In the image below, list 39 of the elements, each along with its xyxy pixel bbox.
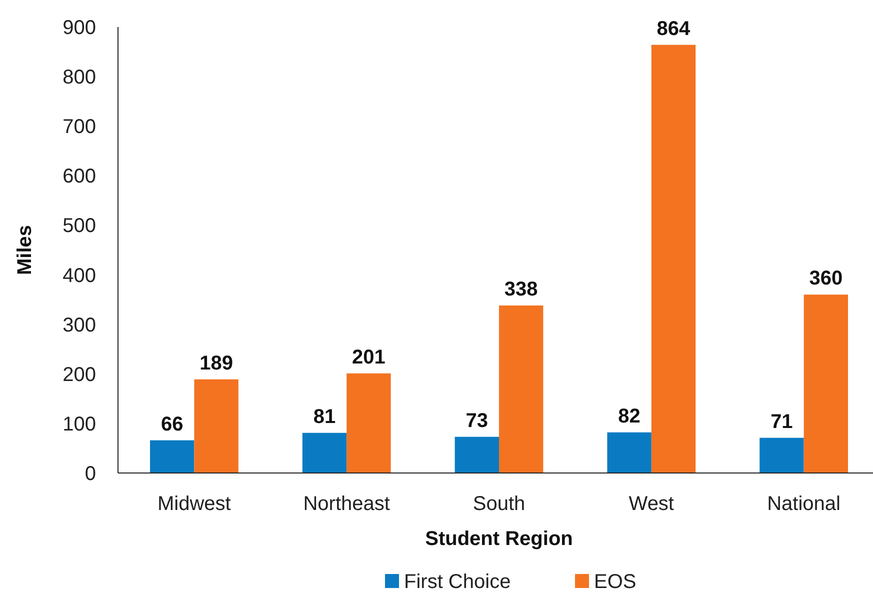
data-label: 360 [809,268,843,290]
y-tick-label: 0 [84,463,96,485]
bar [302,432,347,473]
data-label: 66 [160,413,184,436]
bar [194,379,238,473]
data-label: 864 [656,18,692,40]
x-tick-label: Northeast [303,493,390,515]
y-tick-label: 200 [62,364,96,386]
x-tick-label: West [628,493,674,515]
bar [499,306,544,473]
legend-label: First Choice [404,571,511,593]
bar [760,438,804,473]
bar [454,436,499,473]
data-label: 82 [618,405,640,428]
x-axis-title: Student Region [425,528,573,550]
y-tick-label: 400 [62,264,96,287]
data-label: 201 [352,346,386,368]
y-tick-label: 900 [62,17,96,39]
data-label: 338 [504,278,538,300]
data-label: 73 [466,410,488,432]
x-tick-label: South [472,493,526,515]
x-tick-label: National [767,493,840,515]
bar [804,294,848,473]
y-tick-label: 500 [62,215,96,238]
data-label: 71 [770,410,793,433]
legend-label: EOS [594,571,636,593]
bar [651,44,696,473]
y-tick-label: 800 [62,66,96,89]
y-tick-label: 700 [62,116,96,138]
bar [607,432,652,473]
data-label: 81 [313,406,336,428]
bar [150,440,194,473]
y-axis-title: Miles [14,224,36,276]
y-tick-label: 300 [62,314,96,336]
y-tick-label: 100 [62,413,96,436]
y-tick-label: 600 [62,166,96,188]
bar [346,373,391,473]
data-label: 189 [200,352,233,374]
x-tick-label: Midwest [158,493,232,515]
